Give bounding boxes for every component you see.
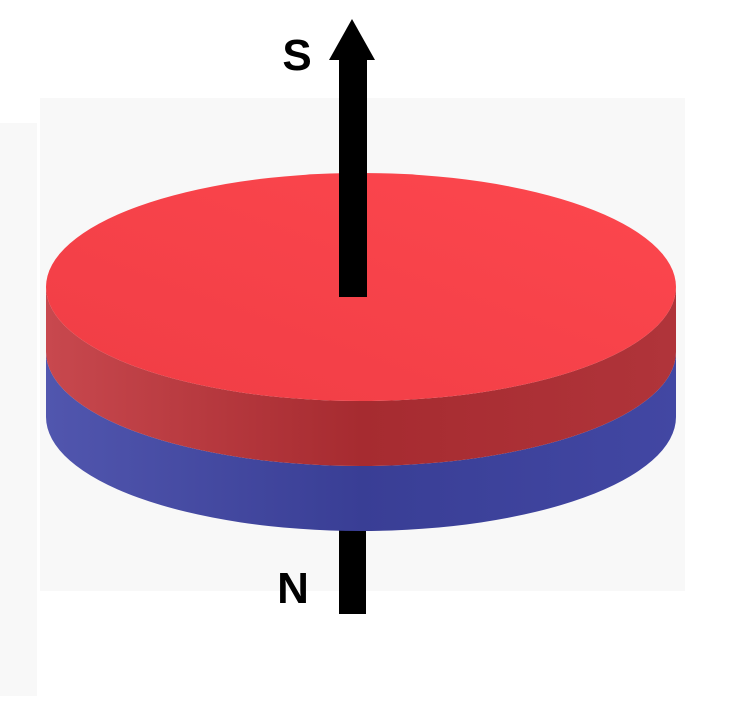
left-page-edge-panel xyxy=(0,123,37,696)
up-arrowhead-icon xyxy=(329,19,375,60)
axis-rod-bottom xyxy=(339,524,366,614)
magnet-north-half-side xyxy=(46,352,676,531)
axis-rod-top xyxy=(339,54,367,297)
magnet-south-half-side xyxy=(46,287,676,466)
south-pole-label: S xyxy=(282,31,311,80)
north-pole-label: N xyxy=(277,564,309,613)
